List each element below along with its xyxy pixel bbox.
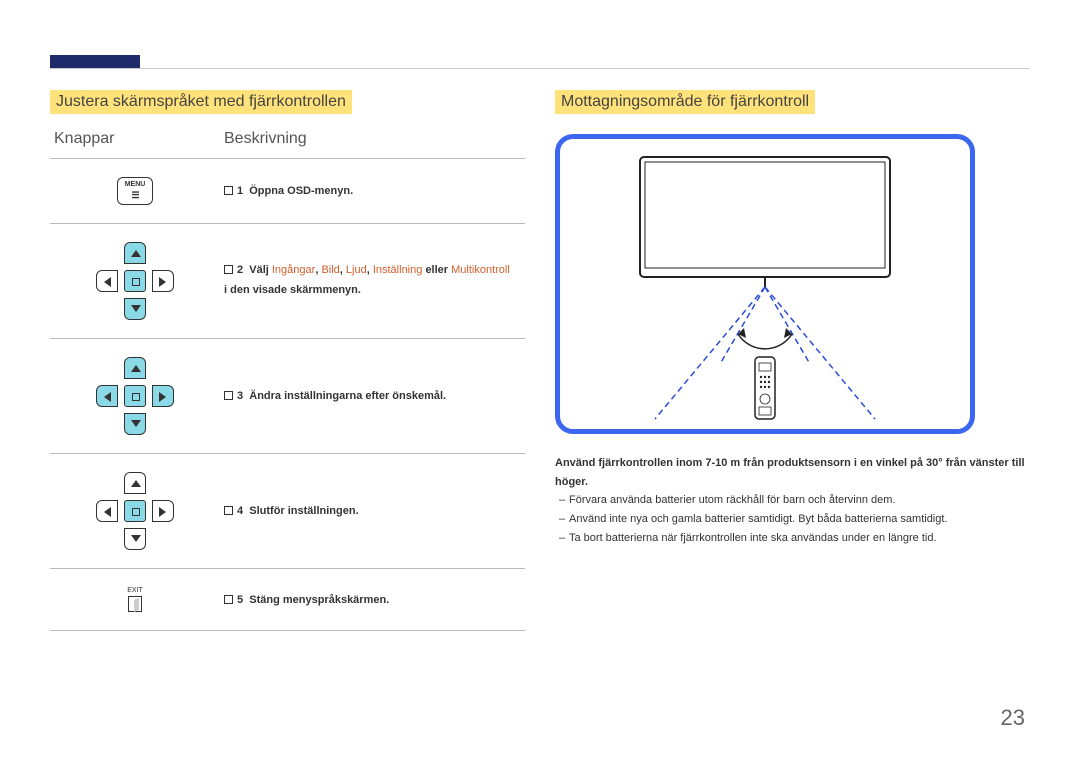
- buttons-table: Knappar Beskrivning MENU☰ 1 Öppna OSD-me…: [50, 124, 525, 631]
- header-accent-bar: [50, 55, 140, 68]
- step-text: 3 Ändra inställningarna efter önskemål.: [224, 390, 521, 402]
- col-header-desc: Beskrivning: [220, 124, 525, 159]
- right-lead-text: Använd fjärrkontrollen inom 7-10 m från …: [555, 454, 1030, 491]
- list-item: Förvara använda batterier utom räckhåll …: [555, 491, 1030, 510]
- table-row: 4 Slutför inställningen.: [50, 454, 525, 569]
- content-columns: Justera skärmspråket med fjärrkontrollen…: [50, 90, 1030, 631]
- list-item: Använd inte nya och gamla batterier samt…: [555, 510, 1030, 529]
- right-section-title: Mottagningsområde för fjärrkontroll: [555, 90, 815, 114]
- table-row: EXIT 5 Stäng menyspråkskärmen.: [50, 569, 525, 631]
- step-text: 5 Stäng menyspråkskärmen.: [224, 594, 521, 606]
- step-num-icon: [224, 506, 233, 515]
- step-num-icon: [224, 391, 233, 400]
- step-num-icon: [224, 265, 233, 274]
- step-text: 4 Slutför inställningen.: [224, 505, 521, 517]
- col-header-buttons: Knappar: [50, 124, 220, 159]
- table-row: 2 Välj Ingångar, Bild, Ljud, Inställning…: [50, 224, 525, 339]
- left-column: Justera skärmspråket med fjärrkontrollen…: [50, 90, 525, 631]
- reception-diagram: [555, 134, 975, 434]
- list-item: Ta bort batterierna när fjärrkontrollen …: [555, 529, 1030, 548]
- step-text: 2 Välj Ingångar, Bild, Ljud, Inställning…: [224, 261, 521, 301]
- step-num-icon: [224, 595, 233, 604]
- step-num-icon: [224, 186, 233, 195]
- header-rule: [50, 68, 1030, 69]
- table-row: 3 Ändra inställningarna efter önskemål.: [50, 339, 525, 454]
- table-row: MENU☰ 1 Öppna OSD-menyn.: [50, 159, 525, 224]
- left-section-title: Justera skärmspråket med fjärrkontrollen: [50, 90, 352, 114]
- right-column: Mottagningsområde för fjärrkontroll: [555, 90, 1030, 631]
- dpad-updown-icon: [96, 242, 174, 320]
- page-number: 23: [1001, 705, 1025, 731]
- step-text: 1 Öppna OSD-menyn.: [224, 185, 521, 197]
- menu-button-icon: MENU☰: [117, 177, 153, 205]
- exit-button-icon: EXIT: [117, 587, 153, 612]
- diagram-svg: [560, 139, 970, 429]
- dpad-center-icon: [96, 472, 174, 550]
- right-body-text: Använd fjärrkontrollen inom 7-10 m från …: [555, 454, 1030, 547]
- page: Justera skärmspråket med fjärrkontrollen…: [0, 0, 1080, 763]
- dpad-all-icon: [96, 357, 174, 435]
